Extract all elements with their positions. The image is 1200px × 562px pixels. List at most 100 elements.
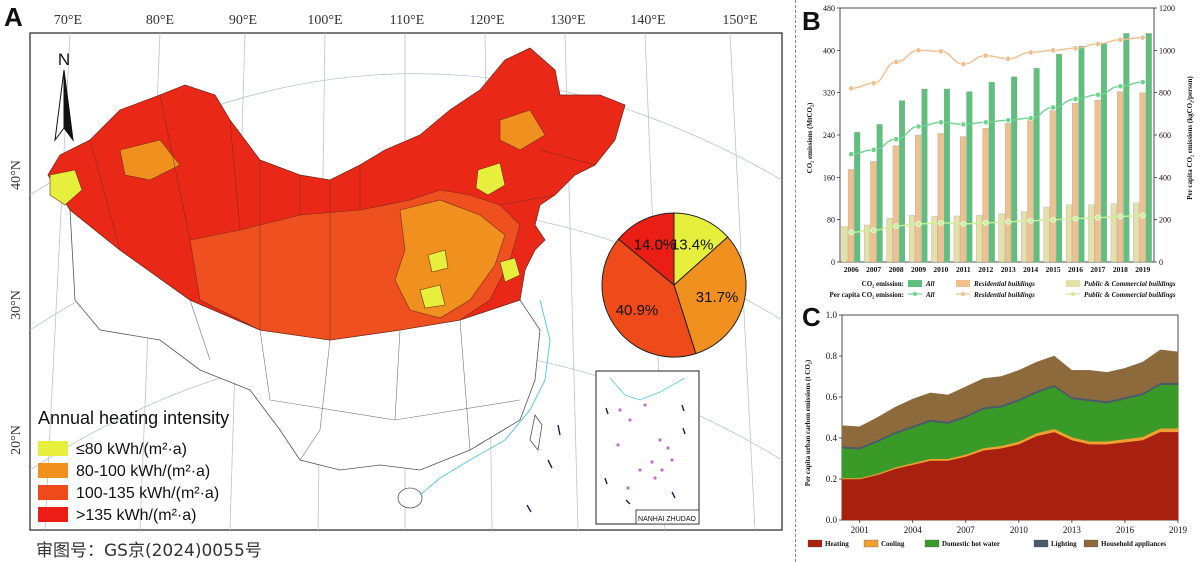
heating-region-low xyxy=(427,249,449,273)
line-point xyxy=(1072,96,1079,102)
line-point xyxy=(870,80,877,87)
bar xyxy=(931,216,938,263)
x-tick-label: 2014 xyxy=(1023,265,1038,274)
line-point xyxy=(915,220,922,227)
legend-swatch xyxy=(863,539,879,548)
line-point xyxy=(982,219,989,226)
x-tick-label: 2007 xyxy=(866,265,881,274)
legend-row-title: Per capita CO₂ emission: xyxy=(830,291,905,299)
bar xyxy=(943,88,950,263)
line-point xyxy=(1095,91,1101,98)
bar xyxy=(915,134,922,263)
line-point xyxy=(1117,36,1124,43)
line-point xyxy=(982,52,989,59)
bar xyxy=(1088,204,1095,263)
y-axis-label: Per capita urban carbon emissions (t CO₂… xyxy=(804,359,812,486)
bar xyxy=(1072,103,1079,263)
bar xyxy=(1094,99,1101,263)
bar xyxy=(1123,33,1130,263)
y-tick-label: 0.2 xyxy=(826,474,837,484)
southern-province-borders xyxy=(189,299,521,461)
line-point xyxy=(938,219,944,226)
bar xyxy=(864,224,871,263)
lon-label: 100°E xyxy=(307,13,342,28)
bar xyxy=(1043,206,1050,263)
line-point xyxy=(1027,115,1034,121)
north-arrow: N xyxy=(54,50,74,142)
line-point xyxy=(1005,55,1012,62)
legend-title: Annual heating intensity xyxy=(38,408,229,428)
x-tick-label: 2004 xyxy=(904,525,923,535)
line-point xyxy=(1072,215,1079,222)
legend-label: Lighting xyxy=(1051,540,1077,548)
x-tick-label: 2001 xyxy=(851,525,869,535)
emissions-bar-line-chart: CO₂ emissions (MtCO₂) Per capita CO₂ emi… xyxy=(806,4,1194,299)
y-tick-label: 320 xyxy=(823,89,835,98)
x-tick-label: 2019 xyxy=(1169,525,1188,535)
pie-chart: 13.4% 31.7% 40.9% 14.0% xyxy=(601,212,747,358)
y2-tick-label: 200 xyxy=(1159,216,1171,225)
panel-letter-b: B xyxy=(802,6,821,36)
legend-swatch xyxy=(38,507,68,522)
bar xyxy=(1117,91,1124,263)
legend-label: Public & Commercial buildings xyxy=(1084,291,1176,299)
bar xyxy=(966,91,973,263)
line-point xyxy=(1050,104,1056,111)
lon-label: 80°E xyxy=(146,13,174,28)
legend-label: Residential buildings xyxy=(973,291,1035,299)
heating-region-medium xyxy=(119,139,181,181)
line-point xyxy=(1005,218,1012,225)
line-point xyxy=(1072,45,1079,52)
map-approval-number: 审图号：GS京(2024)0055号 xyxy=(36,541,262,561)
legend-label: ≤80 kWh/(m²·a) xyxy=(76,441,187,458)
bar xyxy=(1049,110,1056,263)
bar xyxy=(841,226,848,263)
heating-intensity-map: 70°E 80°E 90°E 100°E 110°E 120°E 130°E 1… xyxy=(9,13,783,531)
x-tick-label: 2010 xyxy=(1010,525,1028,535)
bar xyxy=(921,88,928,263)
y-tick-label: 0.4 xyxy=(826,433,838,443)
legend-label: Heating xyxy=(825,540,849,548)
line-point xyxy=(1027,217,1034,224)
y-axis-label: CO₂ emissions (MtCO₂) xyxy=(806,102,814,173)
heating-region-medium xyxy=(394,199,506,319)
bar xyxy=(960,136,967,263)
x-tick-label: 2013 xyxy=(1001,265,1016,274)
x-tick-label: 2016 xyxy=(1068,265,1083,274)
line-point xyxy=(1117,83,1124,90)
y-tick-label: 0.8 xyxy=(826,351,838,361)
lon-label: 130°E xyxy=(550,13,585,28)
legend-label: Public & Commercial buildings xyxy=(1084,280,1176,288)
y2-axis-label: Per capita CO₂ emissions (kgCO₂/person) xyxy=(1186,76,1194,200)
line-point xyxy=(1027,49,1034,56)
line-point xyxy=(848,151,855,157)
heating-region-low xyxy=(475,162,506,196)
bar xyxy=(1056,53,1063,263)
line-point xyxy=(870,227,877,234)
area-layer xyxy=(841,349,1179,448)
chart-c-legend: Heating Cooling Domestic hot water Lighting… xyxy=(807,539,1166,548)
bar xyxy=(1021,211,1028,263)
legend-swatch xyxy=(1033,539,1049,548)
bar xyxy=(1011,76,1018,263)
north-arrow-label: N xyxy=(58,50,70,69)
heating-region-low xyxy=(419,284,446,309)
x-tick-label: 2013 xyxy=(1063,525,1082,535)
line-point xyxy=(1139,34,1146,41)
legend-label: 80-100 kWh/(m²·a) xyxy=(76,463,210,480)
y2-tick-label: 400 xyxy=(1159,173,1171,182)
bar xyxy=(847,169,854,263)
x-tick-label: 2011 xyxy=(956,265,971,274)
bar xyxy=(1004,123,1011,263)
y-tick-label: 0 xyxy=(831,258,835,267)
map-legend: Annual heating intensity ≤80 kWh/(m²·a) … xyxy=(38,408,229,524)
x-tick-label: 2012 xyxy=(978,265,993,274)
legend-label: Cooling xyxy=(881,540,905,548)
y-tick-label: 160 xyxy=(823,173,835,182)
bar xyxy=(937,133,944,263)
line-point xyxy=(938,119,944,126)
bar xyxy=(908,215,915,263)
x-tick-label: 2015 xyxy=(1046,265,1061,274)
line-point xyxy=(1095,41,1101,47)
lon-label: 120°E xyxy=(469,13,504,28)
